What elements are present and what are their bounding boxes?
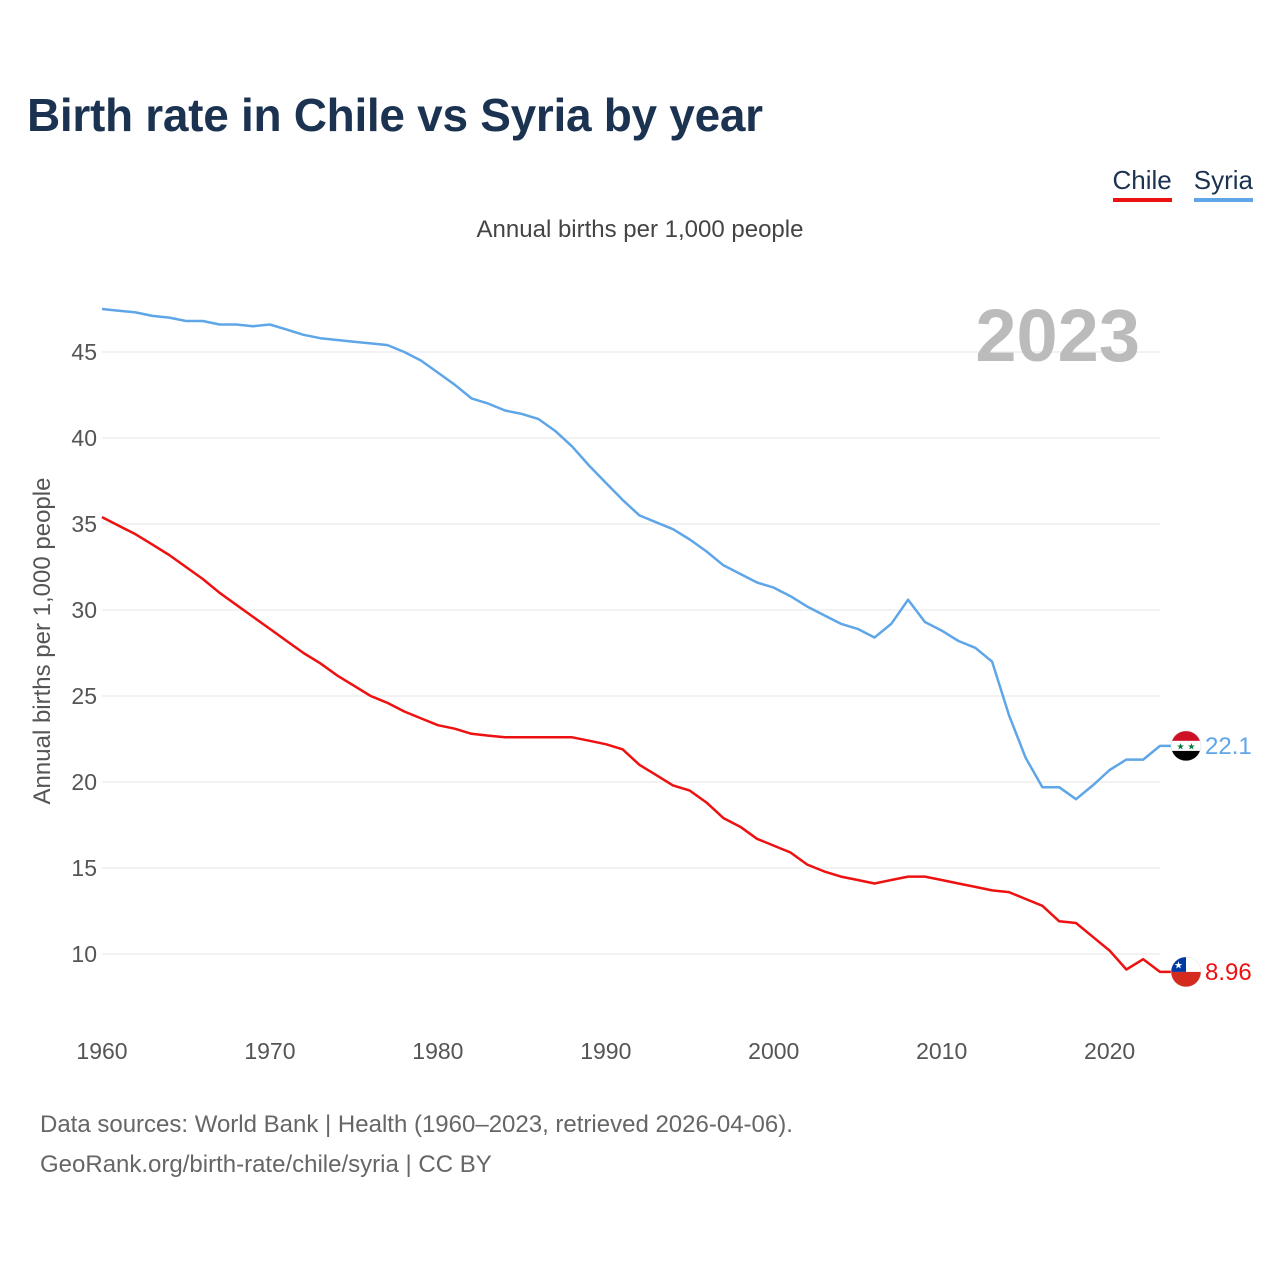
syria-flag-icon: ★ ★ bbox=[1170, 730, 1202, 762]
page-title: Birth rate in Chile vs Syria by year bbox=[27, 89, 763, 141]
end-value-chile: 8.96 bbox=[1205, 959, 1252, 986]
x-tick-label: 1980 bbox=[412, 1038, 463, 1064]
footer: Data sources: World Bank | Health (1960–… bbox=[40, 1105, 793, 1185]
end-markers: ★ ★ ★ 22.1 8.96 bbox=[1170, 730, 1252, 988]
x-tick-label: 1960 bbox=[76, 1038, 127, 1064]
y-tick-label: 45 bbox=[71, 339, 97, 365]
legend: Chile Syria bbox=[1112, 165, 1253, 202]
legend-item-syria[interactable]: Syria bbox=[1193, 165, 1253, 202]
x-tick-label: 2020 bbox=[1084, 1038, 1135, 1064]
end-value-syria: 22.1 bbox=[1205, 733, 1252, 760]
y-tick-label: 25 bbox=[71, 683, 97, 709]
series-line-chile[interactable] bbox=[101, 515, 1176, 974]
year-label: 2023 bbox=[975, 294, 1140, 377]
data-source-note: Data sources: World Bank | Health (1960–… bbox=[40, 1111, 793, 1138]
y-tick-label: 10 bbox=[71, 941, 97, 967]
grid-lines bbox=[102, 351, 1160, 955]
y-tick-label: 40 bbox=[71, 425, 97, 451]
y-tick-label: 20 bbox=[71, 769, 97, 795]
svg-text:★: ★ bbox=[1174, 960, 1183, 971]
y-tick-label: 35 bbox=[71, 511, 97, 537]
chart-subtitle: Annual births per 1,000 people bbox=[476, 216, 804, 243]
line-chart: 10 15 20 25 30 35 40 45 1960 1970 1980 1990 2000 2010… bbox=[29, 294, 1252, 1064]
y-tick-label: 30 bbox=[71, 597, 97, 623]
x-tick-label: 2010 bbox=[916, 1038, 967, 1064]
chile-flag-icon: ★ bbox=[1170, 956, 1202, 988]
x-tick-label: 1990 bbox=[580, 1038, 631, 1064]
y-tick-label: 15 bbox=[71, 855, 97, 881]
series-line-syria[interactable] bbox=[101, 307, 1176, 801]
axis-ticks: 10 15 20 25 30 35 40 45 1960 1970 1980 1990 2000 2010… bbox=[71, 339, 1135, 1064]
y-axis-label: Annual births per 1,000 people bbox=[29, 478, 56, 805]
x-tick-label: 1970 bbox=[244, 1038, 295, 1064]
source-link[interactable]: GeoRank.org/birth-rate/chile/syria | CC … bbox=[40, 1151, 492, 1178]
series-lines bbox=[101, 307, 1176, 974]
legend-item-chile[interactable]: Chile bbox=[1112, 165, 1172, 202]
svg-text:★ ★: ★ ★ bbox=[1177, 742, 1196, 752]
x-tick-label: 2000 bbox=[748, 1038, 799, 1064]
